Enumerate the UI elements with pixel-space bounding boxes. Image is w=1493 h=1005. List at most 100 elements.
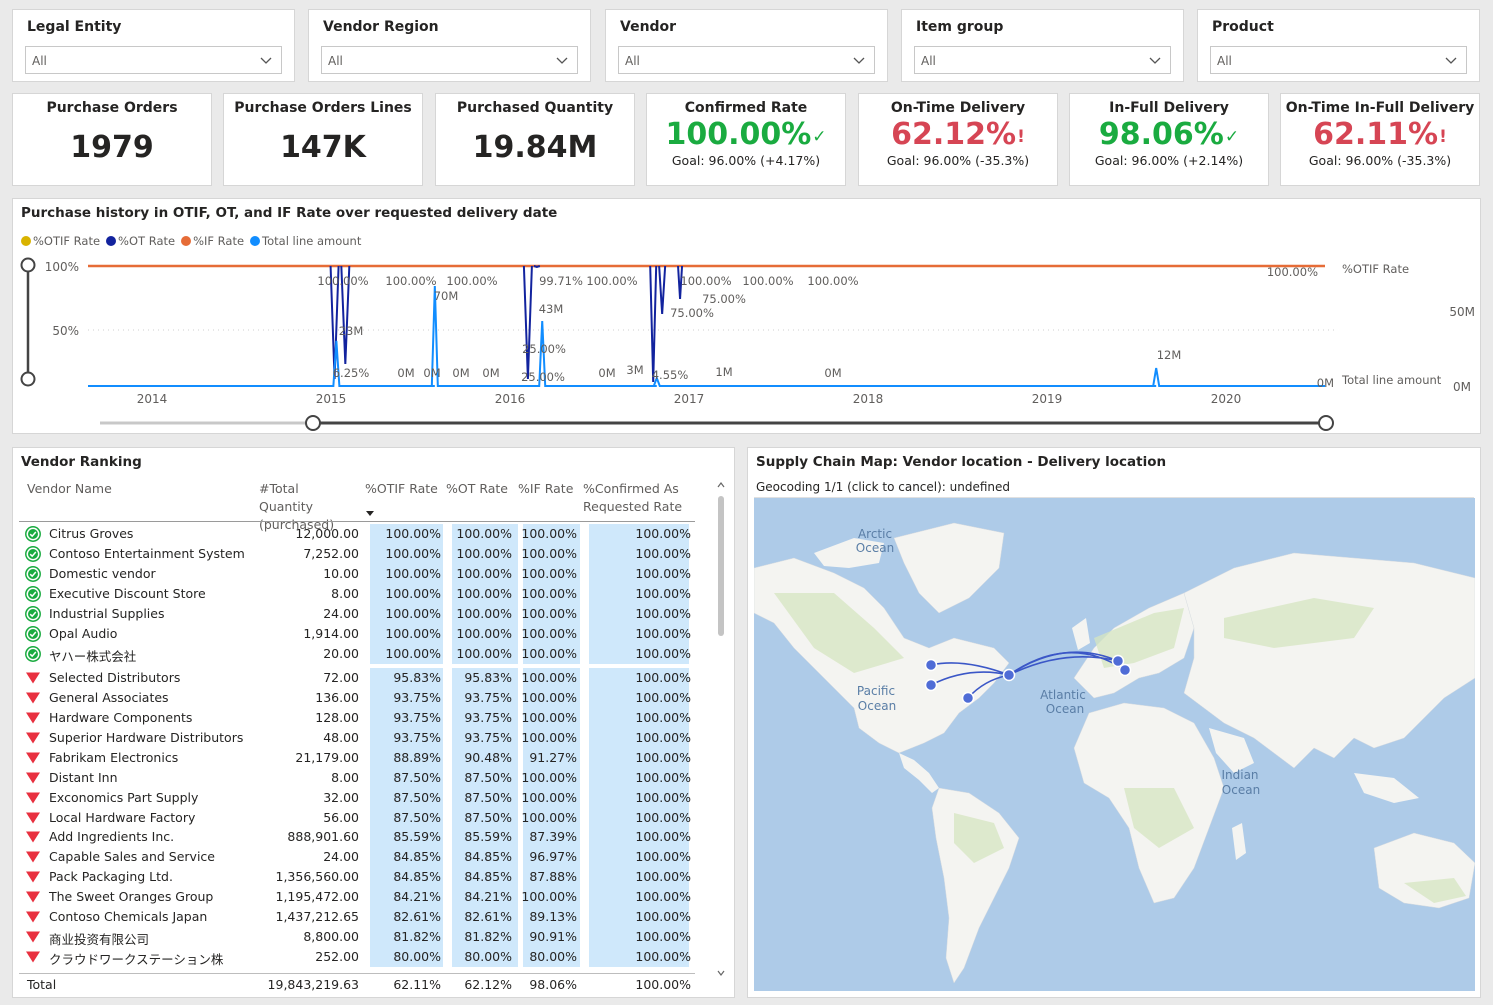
table-row[interactable]: ヤハー株式会社 20.00 100.00% 100.00% 100.00% 100.00% <box>19 644 695 664</box>
ot-rate: 100.00% <box>456 606 512 621</box>
table-row[interactable]: Domestic vendor 10.00 100.00% 100.00% 100.00… <box>19 564 695 584</box>
total-line-amount-line <box>88 285 1325 387</box>
table-row[interactable]: General Associates 136.00 93.75% 93.75% 100.… <box>19 687 695 708</box>
ot-rate: 84.85% <box>464 869 512 884</box>
table-row[interactable]: Add Ingredients Inc. 888,901.60 85.59% 85.5… <box>19 827 695 847</box>
table-row[interactable]: Local Hardware Factory 56.00 87.50% 87.50% 1… <box>19 807 695 828</box>
y-zoom-handle[interactable] <box>20 371 36 387</box>
ot-rate: 87.50% <box>464 769 512 785</box>
if-rate: 100.00% <box>521 526 577 541</box>
cell-background <box>370 907 443 927</box>
table-row[interactable]: Pack Packaging Ltd. 1,356,560.00 84.85% 84.… <box>19 867 695 887</box>
col-header-confirmed-rate[interactable]: %Confirmed As Requested Rate <box>583 481 683 514</box>
item-group-dropdown[interactable]: All <box>914 46 1171 74</box>
table-row[interactable]: Selected Distributors 72.00 95.83% 95.83% 10… <box>19 667 695 688</box>
cell-background <box>370 624 443 644</box>
if-rate: 100.00% <box>521 729 577 745</box>
table-row[interactable]: クラウドワークステーション株 252.00 80.00% 80.00% 80.00% 10… <box>19 947 695 967</box>
cell-background <box>452 867 518 887</box>
table-row[interactable]: Fabrikam Electronics 21,179.00 88.89% 90.48… <box>19 747 695 768</box>
kpi-value: 62.12%! <box>891 117 1025 152</box>
cell-background <box>452 747 518 768</box>
cell-background <box>370 947 443 967</box>
vendor-dropdown[interactable]: All <box>618 46 875 74</box>
sort-descending-icon[interactable] <box>365 510 375 518</box>
legend-item[interactable]: %IF Rate <box>181 234 244 248</box>
kpi-on-time-delivery: On-Time Delivery 62.12%! Goal: 96.00% (-… <box>858 93 1058 186</box>
kpi-title: Confirmed Rate <box>684 100 808 116</box>
vendor-name: Industrial Supplies <box>49 606 165 621</box>
slicer-title: Vendor Region <box>323 19 439 35</box>
table-row[interactable]: Contoso Entertainment System 7,252.00 100.… <box>19 544 695 564</box>
check-circle-icon <box>25 586 41 602</box>
vendor-name: Citrus Groves <box>49 526 134 541</box>
scrollbar-thumb[interactable] <box>718 496 724 636</box>
table-row[interactable]: Exconomics Part Supply 32.00 87.50% 87.50% 1… <box>19 787 695 808</box>
otif-rate: 84.85% <box>393 869 441 884</box>
cell-background <box>370 687 443 708</box>
dropdown-value: All <box>328 54 343 68</box>
table-row[interactable]: Contoso Chemicals Japan 1,437,212.65 82.61… <box>19 907 695 927</box>
table-scrollbar[interactable] <box>716 480 726 990</box>
table-row[interactable]: Citrus Groves 12,000.00 100.00% 100.00% 100.… <box>19 524 695 544</box>
cell-background <box>589 767 689 788</box>
col-header-ot-rate[interactable]: %OT Rate <box>446 481 508 496</box>
down-triangle-icon <box>26 871 40 883</box>
table-row[interactable]: Executive Discount Store 8.00 100.00% 100.0… <box>19 584 695 604</box>
col-header-otif-rate[interactable]: %OTIF Rate <box>365 481 438 496</box>
y-zoom-handle[interactable] <box>20 257 36 273</box>
world-map[interactable]: Arctic Ocean Pacific Ocean Atlantic Ocea… <box>754 498 1475 991</box>
legend-item[interactable]: Total line amount <box>250 234 361 248</box>
table-row[interactable]: Superior Hardware Distributors 48.00 93.75… <box>19 727 695 748</box>
otif-rate: 100.00% <box>385 566 441 581</box>
cell-background <box>589 584 689 604</box>
total-quantity: 8.00 <box>331 586 359 601</box>
table-title: Vendor Ranking <box>21 454 142 470</box>
down-triangle-icon <box>26 812 40 823</box>
cell-background <box>523 907 580 927</box>
ocean-label: Ocean <box>856 541 894 555</box>
data-label: 25.00% <box>521 370 565 384</box>
col-header-if-rate[interactable]: %IF Rate <box>518 481 574 496</box>
total-ot: 62.12% <box>464 977 512 992</box>
vendor-region-dropdown[interactable]: All <box>321 46 578 74</box>
col-header-vendor-name[interactable]: Vendor Name <box>27 481 112 496</box>
table-row[interactable]: Opal Audio 1,914.00 100.00% 100.00% 100.00% 1… <box>19 624 695 644</box>
table-row[interactable]: Hardware Components 128.00 93.75% 93.75% 100… <box>19 707 695 728</box>
down-triangle-icon <box>26 692 40 703</box>
cell-background <box>523 644 580 664</box>
col-header-total-quantity[interactable]: #Total Quantity (purchased) <box>259 481 335 532</box>
confirmed-rate: 100.00% <box>635 789 691 805</box>
ot-rate: 84.21% <box>464 889 512 904</box>
cell-background <box>370 887 443 907</box>
cell-background <box>452 707 518 728</box>
legend-item[interactable]: %OTIF Rate <box>21 234 100 248</box>
ot-rate: 84.85% <box>464 849 512 864</box>
kpi-title: Purchased Quantity <box>456 100 614 116</box>
end-label-series: Total line amount <box>1341 373 1442 387</box>
cell-background <box>589 927 689 947</box>
legal-entity-dropdown[interactable]: All <box>25 46 282 74</box>
table-row[interactable]: Industrial Supplies 24.00 100.00% 100.00% 10… <box>19 604 695 624</box>
check-circle-icon <box>25 626 41 642</box>
if-rate: 100.00% <box>521 566 577 581</box>
table-header: Vendor Name #Total Quantity (purchased) … <box>13 480 734 532</box>
product-dropdown[interactable]: All <box>1210 46 1467 74</box>
x-zoom-handle[interactable] <box>1318 415 1334 431</box>
slicer-vendor-region: Vendor Region All <box>308 9 591 82</box>
table-row[interactable]: Capable Sales and Service 24.00 84.85% 84.8… <box>19 847 695 867</box>
kpi-confirmed-rate: Confirmed Rate 100.00%✓ Goal: 96.00% (+4… <box>646 93 846 186</box>
cell-background <box>589 544 689 564</box>
legend-item[interactable]: %OT Rate <box>106 234 175 248</box>
ocean-label: Indian <box>1221 768 1258 782</box>
kpi-goal: Goal: 96.00% (-35.3%) <box>886 153 1030 168</box>
geocode-status[interactable]: Geocoding 1/1 (click to cancel): undefin… <box>754 478 1474 498</box>
table-row[interactable]: The Sweet Oranges Group 1,195,472.00 84.21… <box>19 887 695 907</box>
x-tick-label: 2020 <box>1211 392 1242 406</box>
vendor-name: Contoso Chemicals Japan <box>49 909 208 924</box>
check-circle-icon <box>25 546 41 562</box>
table-row[interactable]: Distant Inn 8.00 87.50% 87.50% 100.00% 100.00… <box>19 767 695 788</box>
table-row[interactable]: 商业投资有限公司 8,800.00 81.82% 81.82% 90.91% 100.00… <box>19 927 695 947</box>
x-zoom-handle[interactable] <box>305 415 321 431</box>
vendor-name: 商业投资有限公司 <box>49 932 150 947</box>
